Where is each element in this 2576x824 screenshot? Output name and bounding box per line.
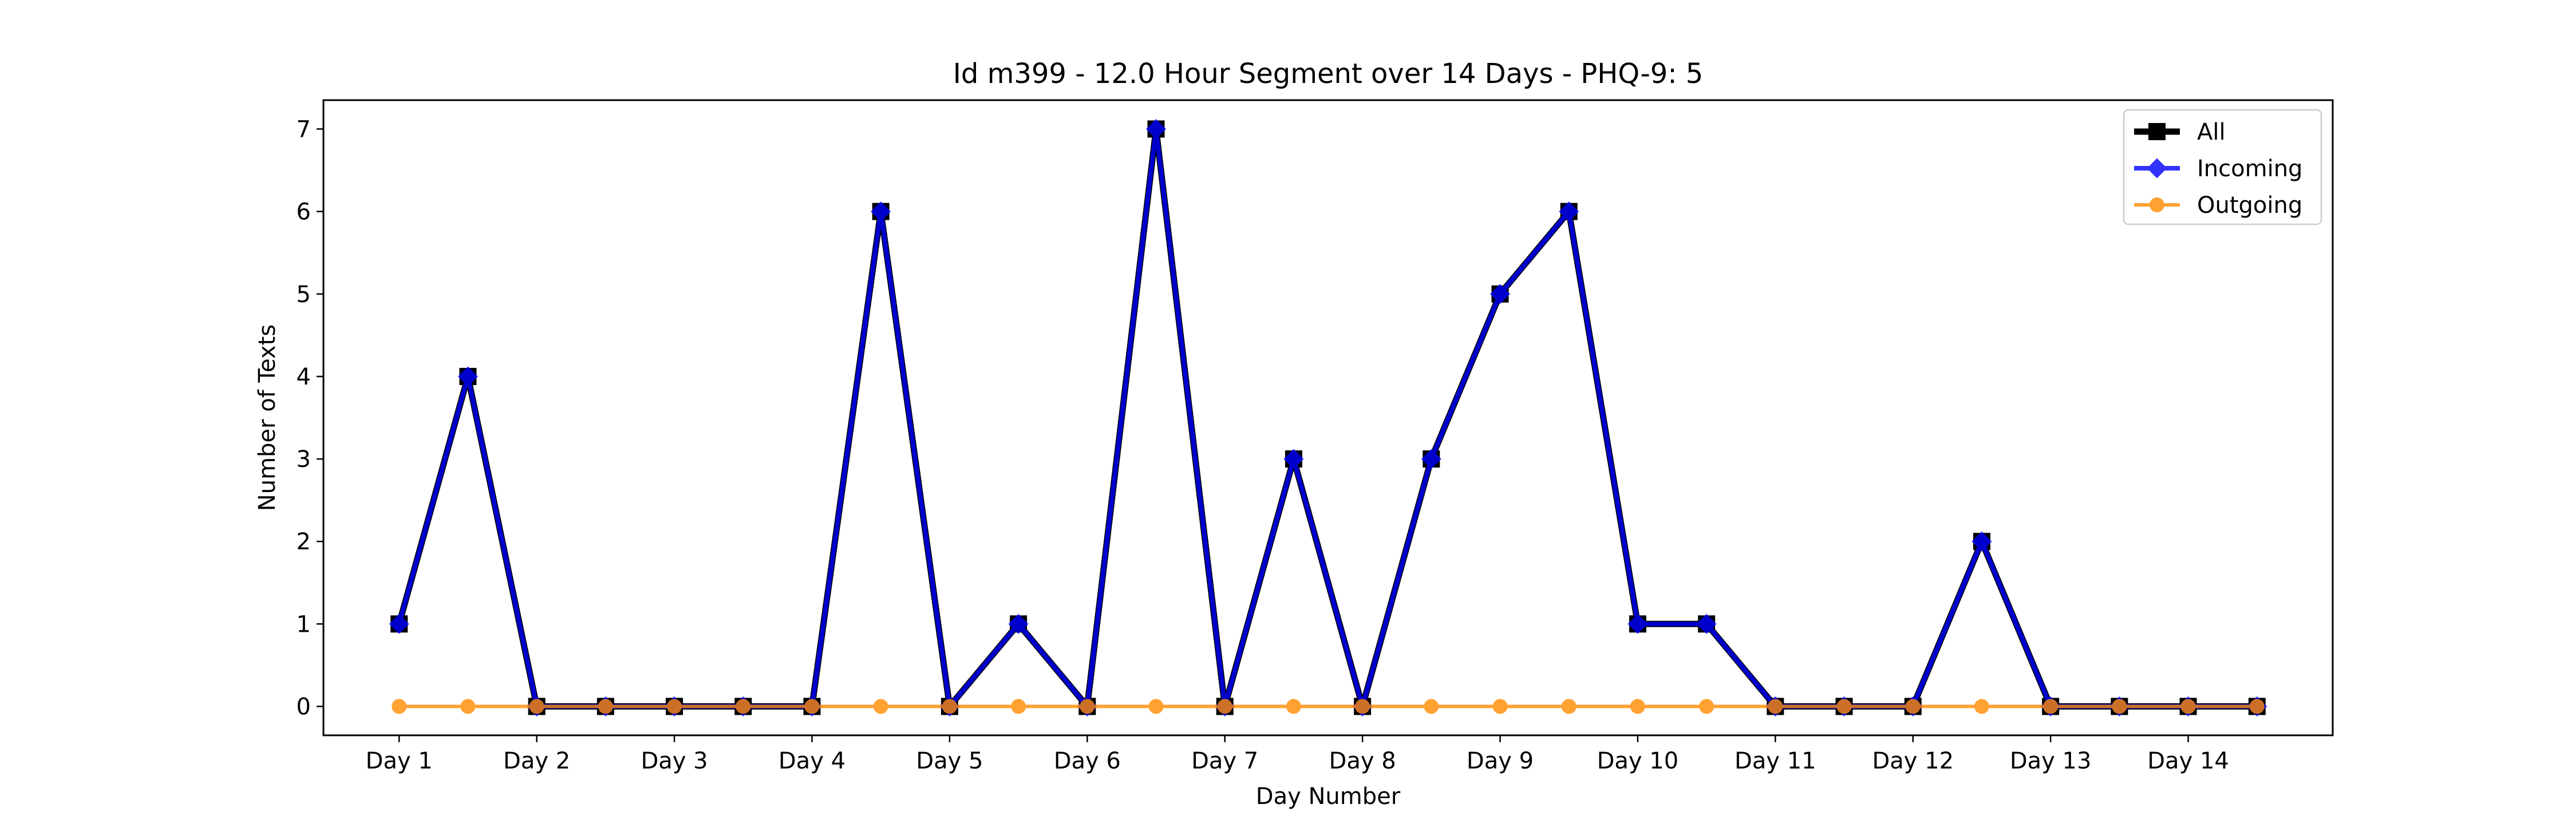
legend: All Incoming Outgoing <box>2123 109 2322 225</box>
data-point <box>1492 699 1508 714</box>
y-tick-label: 6 <box>297 199 311 225</box>
data-point <box>1148 699 1164 714</box>
y-tick-label: 7 <box>297 116 311 142</box>
legend-box <box>2123 109 2322 225</box>
series-line-incoming <box>397 126 2257 709</box>
data-point <box>460 699 476 714</box>
series-outgoing <box>392 699 2265 714</box>
series-incoming <box>389 118 2267 717</box>
x-tick-label: Day 2 <box>503 748 570 774</box>
plot-frame <box>322 99 2334 736</box>
data-point <box>1080 699 1095 714</box>
x-tick-label: Day 12 <box>1872 748 1954 774</box>
y-tick-label: 0 <box>297 694 311 720</box>
legend-label: Incoming <box>2197 156 2302 182</box>
x-tick-label: Day 1 <box>366 748 433 774</box>
x-tick-label: Day 11 <box>1735 748 1816 774</box>
data-point <box>1974 699 1989 714</box>
data-point <box>942 699 957 714</box>
data-point <box>1355 699 1370 714</box>
legend-swatch-marker <box>2150 197 2164 212</box>
data-point <box>1630 699 1645 714</box>
y-tick-label: 3 <box>297 446 311 473</box>
data-point <box>736 699 751 714</box>
legend-label: All <box>2197 119 2226 145</box>
data-point <box>873 699 888 714</box>
data-point <box>1421 449 1441 469</box>
legend-swatch-marker <box>2147 158 2167 179</box>
series-line-all <box>396 125 2257 710</box>
data-point <box>1011 699 1026 714</box>
x-tick-label: Day 8 <box>1329 748 1396 774</box>
x-tick-label: Day 3 <box>641 748 708 774</box>
series-all <box>390 120 2266 715</box>
data-point <box>1286 699 1301 714</box>
data-point <box>1836 699 1852 714</box>
legend-swatch-marker <box>2148 123 2166 140</box>
legend-item-all <box>2134 123 2180 140</box>
x-tick-label: Day 9 <box>1467 748 1534 774</box>
data-point <box>1490 284 1511 304</box>
x-tick-label: Day 14 <box>2147 748 2229 774</box>
data-point <box>1768 699 1783 714</box>
legend-label: Outgoing <box>2197 192 2302 219</box>
x-tick-label: Day 7 <box>1191 748 1258 774</box>
x-tick-label: Day 10 <box>1597 748 1679 774</box>
chart-title: Id m399 - 12.0 Hour Segment over 14 Days… <box>953 58 1704 90</box>
data-point <box>2249 699 2265 714</box>
data-point <box>1217 699 1232 714</box>
y-tick-label: 4 <box>297 364 311 390</box>
x-tick-label: Day 4 <box>779 748 846 774</box>
data-point <box>667 699 682 714</box>
data-point <box>1905 699 1921 714</box>
data-point <box>2180 699 2196 714</box>
data-point <box>1283 449 1304 469</box>
data-point <box>529 699 544 714</box>
x-axis-label: Day Number <box>1256 783 1401 810</box>
x-tick-label: Day 13 <box>2010 748 2092 774</box>
data-point <box>392 699 407 714</box>
x-tick-label: Day 6 <box>1054 748 1121 774</box>
data-point <box>2043 699 2059 714</box>
data-point <box>1696 613 1717 634</box>
data-point <box>1424 699 1439 714</box>
y-tick-label: 5 <box>297 282 311 308</box>
data-point <box>1008 613 1029 634</box>
data-point <box>598 699 613 714</box>
x-tick-label: Day 5 <box>916 748 983 774</box>
data-point <box>1699 699 1714 714</box>
data-point <box>1145 118 1166 139</box>
y-tick-label: 1 <box>297 611 311 637</box>
data-point <box>1627 613 1648 634</box>
data-point <box>1971 531 1992 552</box>
data-point <box>457 366 478 387</box>
legend-item-outgoing <box>2134 197 2180 212</box>
data-point <box>804 699 820 714</box>
data-point <box>1559 201 1579 222</box>
legend-item-incoming <box>2134 158 2180 179</box>
data-point <box>871 201 891 222</box>
data-point <box>1561 699 1577 714</box>
data-point <box>2112 699 2127 714</box>
data-point <box>389 613 409 634</box>
y-axis-label: Number of Texts <box>254 324 280 511</box>
y-tick-label: 2 <box>297 529 311 555</box>
